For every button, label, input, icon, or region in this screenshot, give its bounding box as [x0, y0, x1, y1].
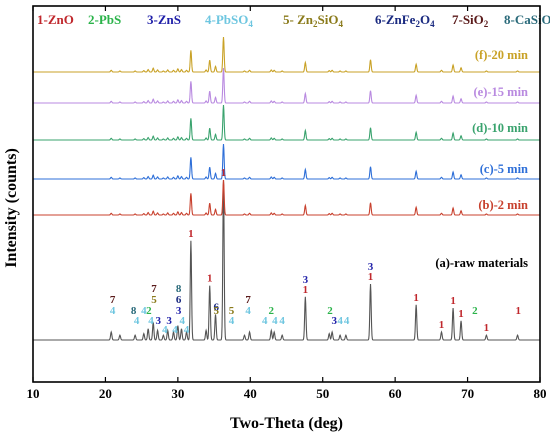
trace-line: [33, 143, 540, 180]
peak-label: 4: [141, 305, 147, 317]
peak-label: 6: [213, 301, 219, 313]
legend-entry: 2-PbS: [88, 12, 121, 27]
peak-label: 2: [472, 305, 478, 317]
peak-label: 2: [327, 305, 333, 317]
peak-label: 4: [148, 315, 154, 327]
legend-label: 6-ZnFe: [375, 12, 416, 27]
legend-label: 3-ZnS: [147, 12, 181, 27]
legend-subscript: 4: [338, 19, 343, 29]
peak-label: 3: [176, 305, 182, 317]
legend-subscript: 2: [484, 19, 489, 29]
peak-label: 1: [188, 228, 194, 240]
peak-label: 1: [516, 305, 522, 317]
peak-label: 5: [229, 305, 235, 317]
legend-label-cont: O: [420, 12, 430, 27]
peak-label: 4: [229, 315, 235, 327]
legend-subscript: 2: [415, 19, 420, 29]
trace-line: [33, 67, 540, 104]
peak-label: 5: [213, 305, 219, 317]
peak-label: 1: [439, 319, 445, 331]
axes: 10 20 30 40 50 60 70 80: [27, 5, 547, 401]
peak-label: 3: [303, 274, 309, 286]
peak-label: 3: [166, 315, 172, 327]
peak-label: 1: [484, 322, 490, 334]
peak-label: 2: [146, 305, 152, 317]
peak-label: 1: [368, 271, 374, 283]
peak-label: 1: [221, 167, 227, 179]
peak-label: 4: [134, 315, 140, 327]
trace-label: (c)-5 min: [480, 162, 528, 176]
peak-label: 6: [176, 294, 182, 306]
peak-label: 1: [303, 284, 309, 296]
legend-entry: 4-PbSO4: [205, 12, 253, 29]
trace-label: (b)-2 min: [478, 198, 528, 212]
legend-label: 7-SiO: [452, 12, 484, 27]
legend-subscript: 2: [313, 19, 318, 29]
trace-label: (f)-20 min: [475, 48, 528, 62]
peak-label: 3: [332, 315, 338, 327]
peak-label: 8: [131, 305, 137, 317]
legend-label: 2-PbS: [88, 12, 121, 27]
peak-label: 4: [172, 324, 178, 336]
trace-label: (e)-15 min: [474, 85, 529, 99]
peak-label: 5: [151, 294, 157, 306]
x-tick-label: 40: [244, 386, 257, 401]
legend-label-cont: SiO: [317, 12, 338, 27]
peak-label: 3: [156, 315, 162, 327]
trace-line: [33, 179, 540, 341]
trace-line: [33, 104, 540, 141]
peak-label: 3: [368, 261, 374, 273]
x-tick-label: 70: [461, 386, 474, 401]
peak-label: 1: [450, 295, 456, 307]
x-axis-label: Two-Theta (deg): [230, 415, 343, 432]
legend-entry: 3-ZnS: [147, 12, 181, 27]
trace-line: [33, 179, 540, 216]
peak-label: 2: [269, 305, 275, 317]
x-tick-label: 50: [316, 386, 329, 401]
x-tick-label: 30: [171, 386, 184, 401]
plot-frame: [32, 5, 541, 383]
peak-label: 7: [245, 294, 251, 306]
peak-label: 7: [151, 283, 157, 295]
peak-label: 4: [337, 315, 343, 327]
peak-label: 1: [207, 273, 213, 285]
x-tick-label: 20: [99, 386, 112, 401]
legend-entry: 7-SiO2: [452, 12, 489, 29]
legend-entry: 1-ZnO: [37, 12, 74, 27]
peak-label: 4: [245, 305, 251, 317]
legend-entry: 6-ZnFe2O4: [375, 12, 435, 29]
trace-label: (d)-10 min: [472, 121, 528, 135]
y-axis-label: Intensity (counts): [3, 148, 20, 268]
trace-line: [32, 36, 540, 73]
x-tick-label: 80: [534, 386, 547, 401]
x-tick-label: 60: [389, 386, 402, 401]
legend-label: 5- Zn: [283, 12, 314, 27]
peak-label: 1: [458, 308, 464, 320]
peak-label: 4: [262, 315, 268, 327]
legend-entry: 8-CaSiO3: [504, 12, 550, 29]
peak-label: 4: [184, 324, 190, 336]
peak-label: 4: [162, 324, 168, 336]
peak-label: 4: [279, 315, 285, 327]
trace-lines: [32, 36, 540, 341]
legend-label: 8-CaSiO: [504, 12, 550, 27]
peak-label: 4: [344, 315, 350, 327]
peak-label: 7: [110, 294, 116, 306]
peak-label: 1: [413, 292, 419, 304]
legend-label: 4-PbSO: [205, 12, 248, 27]
trace-label: (a)-raw materials: [435, 256, 528, 270]
legend-entry: 5- Zn2SiO4: [283, 12, 343, 29]
legend-subscript: 4: [248, 19, 253, 29]
trace-labels: (a)-raw materials (b)-2 min (c)-5 min (d)-1…: [435, 48, 528, 270]
legend-label: 1-ZnO: [37, 12, 74, 27]
x-tick-label: 10: [27, 386, 40, 401]
peak-label: 4: [179, 315, 185, 327]
legend-subscript: 4: [430, 19, 435, 29]
peak-label: 4: [110, 305, 116, 317]
peak-label: 4: [272, 315, 278, 327]
legend: 1-ZnO 2-PbS 3-ZnS 4-PbSO4 5- Zn2SiO4 6-ZnFe2O…: [37, 12, 550, 29]
peak-label: 8: [176, 283, 182, 295]
